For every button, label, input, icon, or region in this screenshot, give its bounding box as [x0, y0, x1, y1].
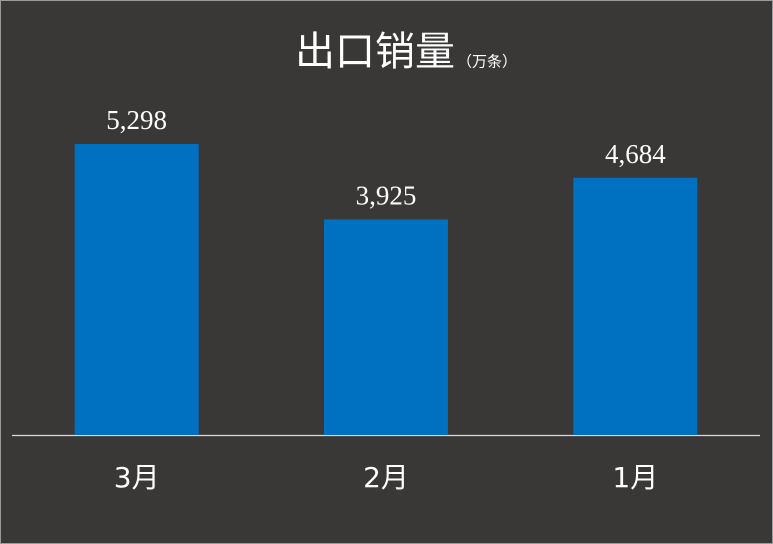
value-label: 4,684 — [605, 139, 666, 169]
chart-title: 出口销量 — [295, 29, 455, 75]
bar — [573, 177, 698, 436]
bar — [74, 144, 199, 435]
value-label: 3,925 — [356, 181, 417, 211]
value-label: 5,298 — [106, 105, 167, 135]
x-tick-label: 1月 — [612, 461, 658, 494]
x-tick-label: 2月 — [363, 461, 409, 494]
chart-subtitle: （万条） — [457, 53, 517, 71]
x-tick-label: 3月 — [114, 461, 160, 494]
bar — [324, 219, 448, 435]
